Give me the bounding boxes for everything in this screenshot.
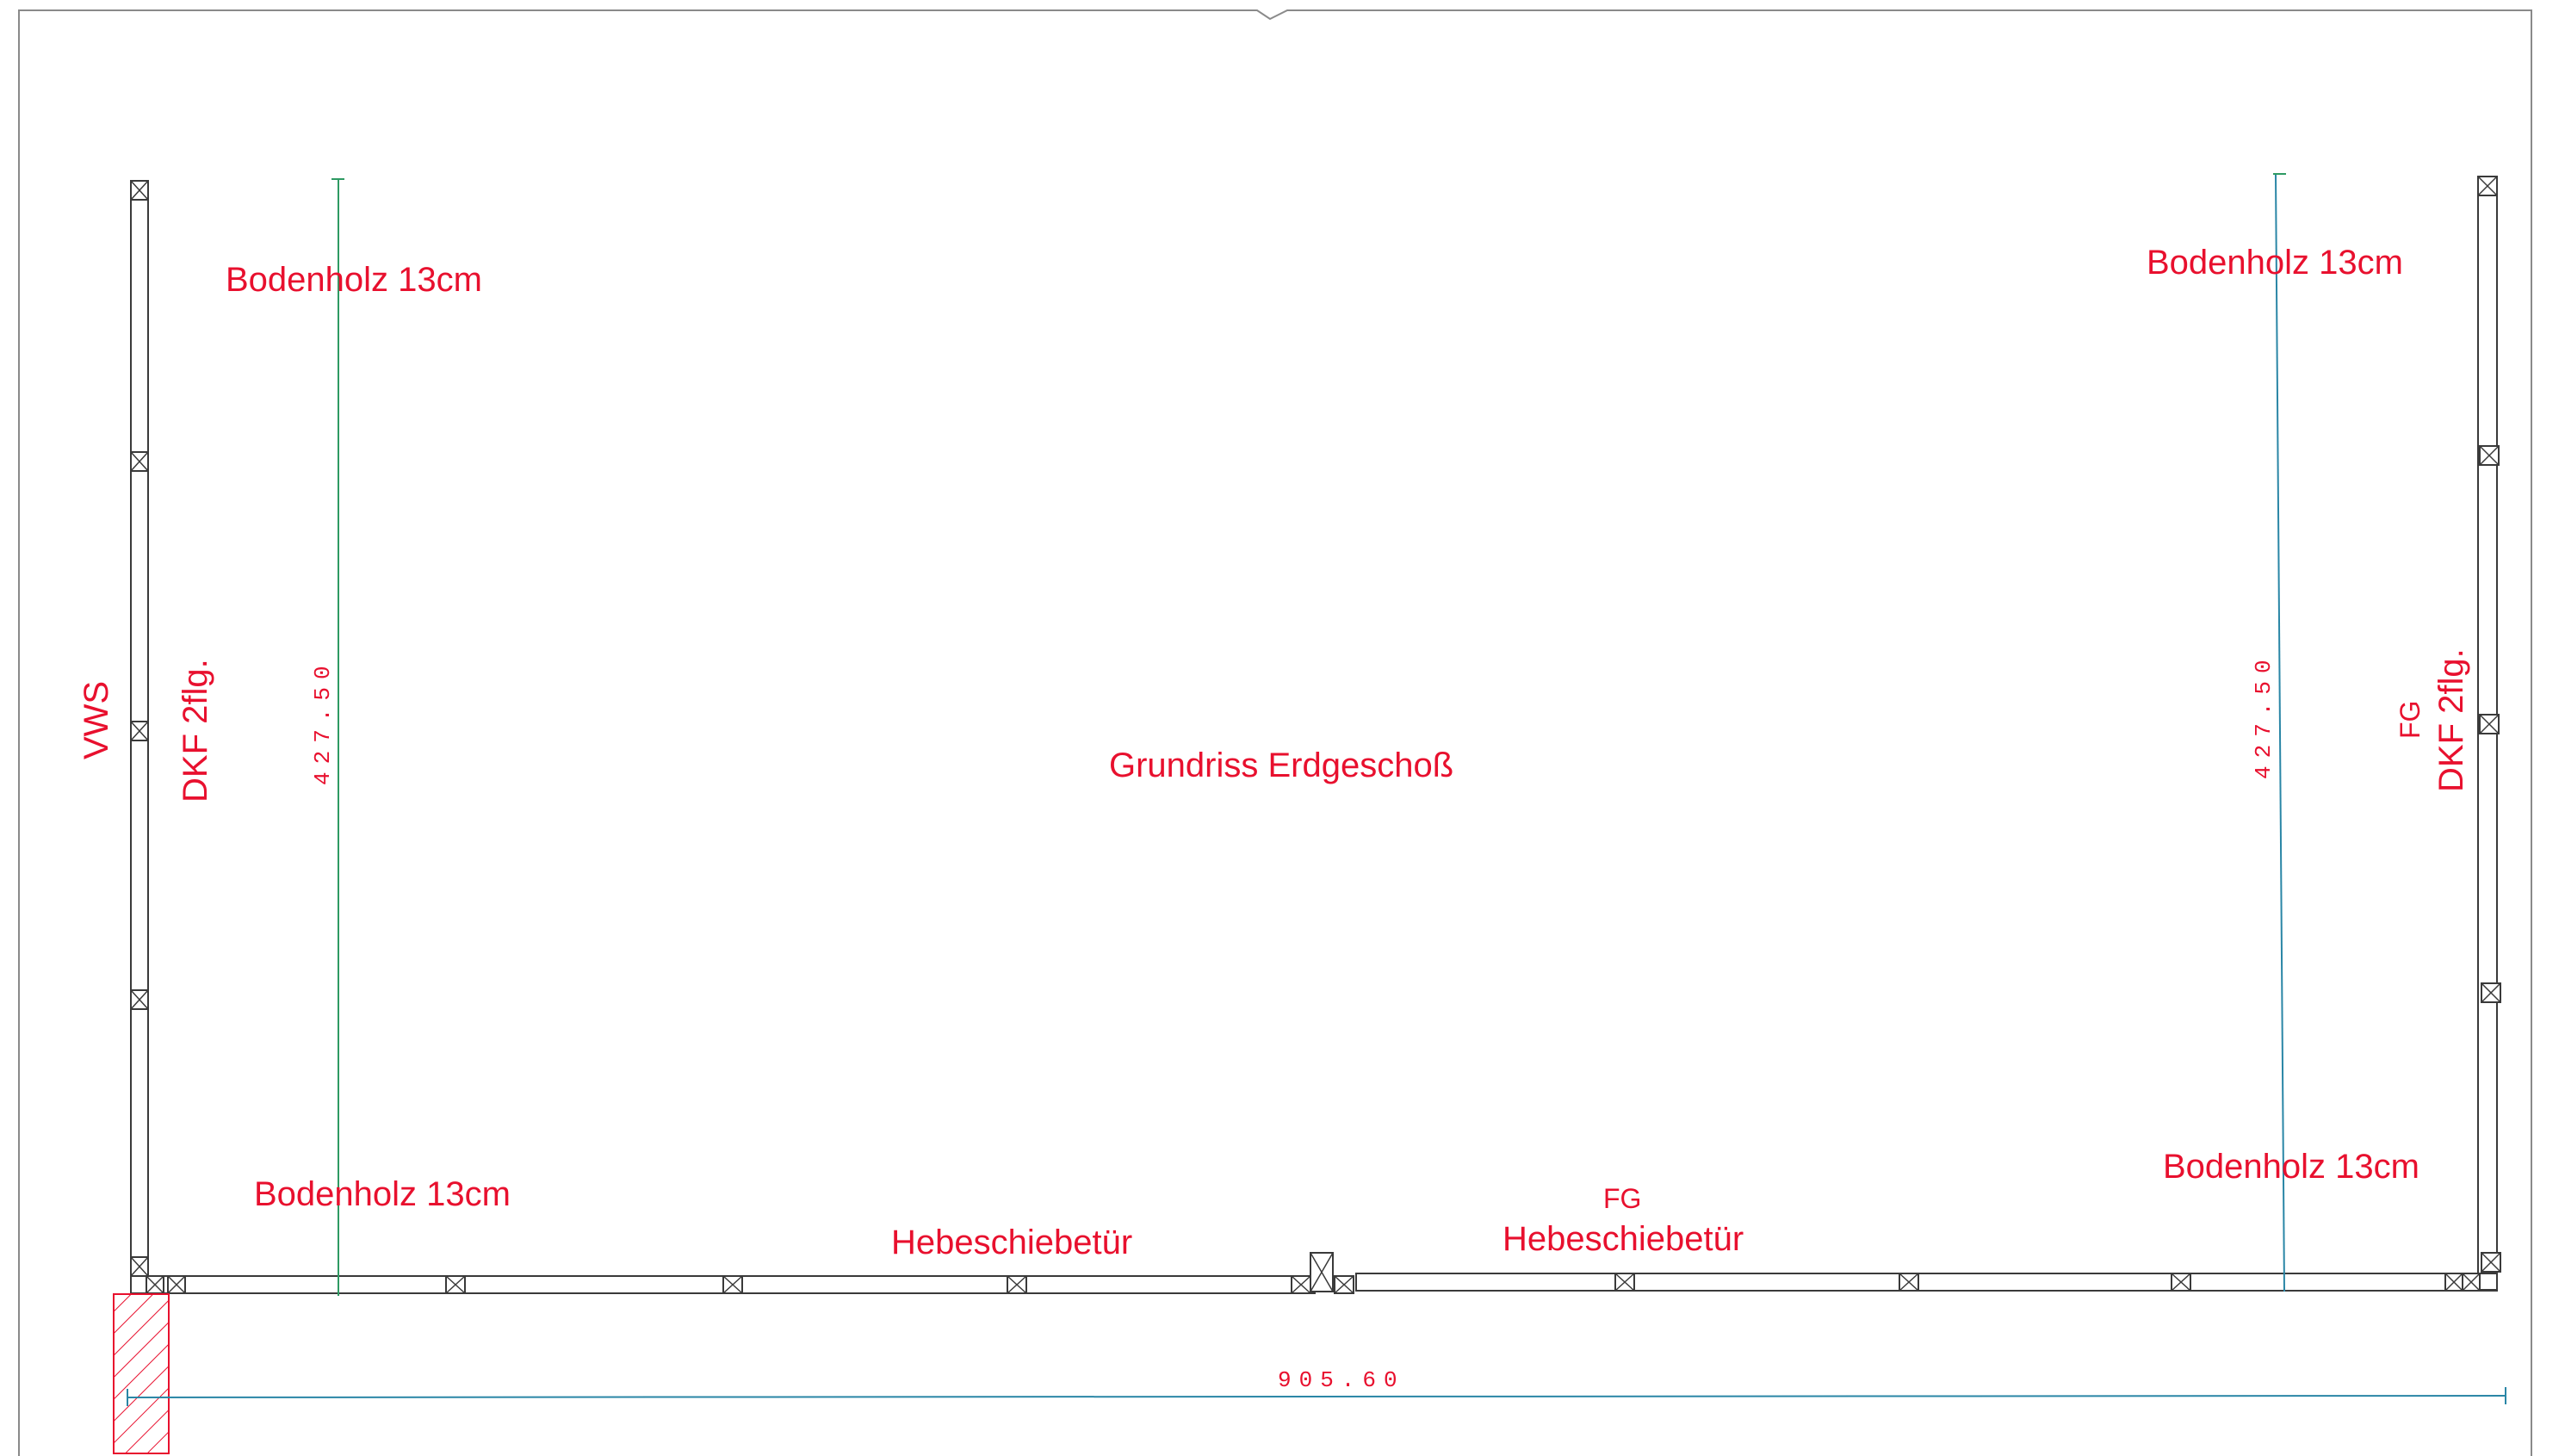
floor-label-bottom-right: Bodenholz 13cm xyxy=(2163,1148,2419,1186)
floor-label-top-left: Bodenholz 13cm xyxy=(226,261,482,299)
wall-post xyxy=(1007,1275,1027,1294)
right-height-dimension: 427.50 xyxy=(2251,652,2277,779)
wall-post xyxy=(2477,176,2498,196)
wall-post xyxy=(130,1256,149,1277)
right-wall-window-label: DKF 2flg. xyxy=(2432,648,2470,792)
wall-post xyxy=(130,721,149,741)
left-height-dimension: 427.50 xyxy=(310,658,336,785)
plan-title: Grundriss Erdgeschoß xyxy=(1109,747,1453,784)
wall-post xyxy=(2481,982,2501,1003)
wall-post xyxy=(130,989,149,1010)
wall-post xyxy=(130,451,149,472)
floor-label-top-right: Bodenholz 13cm xyxy=(2147,244,2403,282)
bottom-width-dimension: 905.60 xyxy=(1278,1367,1405,1393)
wall-post xyxy=(167,1275,186,1294)
floor-label-bottom-left: Bodenholz 13cm xyxy=(254,1175,511,1213)
door-label-left: Hebeschiebetür xyxy=(891,1224,1132,1261)
door-label-right-fg: FG xyxy=(1603,1183,1641,1214)
right-height-dimension-line xyxy=(2275,173,2285,1292)
bottom-width-dimension-line xyxy=(127,1395,2506,1398)
hatched-foundation xyxy=(113,1293,170,1454)
wall-post xyxy=(2481,1252,2501,1273)
wall-post xyxy=(2479,714,2500,734)
wall-post xyxy=(2479,445,2500,466)
door-label-right: Hebeschiebetür xyxy=(1502,1220,1744,1258)
left-wall-window-label: DKF 2flg. xyxy=(177,659,214,802)
wall-post xyxy=(2171,1273,2191,1292)
center-post xyxy=(1310,1252,1334,1292)
wall-posts xyxy=(130,176,2501,1294)
right-wall-fg-label: FG xyxy=(2395,701,2426,739)
bottom-wall-right xyxy=(1355,1273,2498,1292)
wall-post xyxy=(130,180,149,201)
wall-post xyxy=(1899,1273,1919,1292)
paper-frame xyxy=(18,9,2532,1456)
wall-post xyxy=(1291,1275,1311,1294)
left-wall-vws-label: VWS xyxy=(77,681,115,759)
wall-post xyxy=(445,1275,466,1294)
wall-post xyxy=(146,1275,164,1294)
wall-post xyxy=(2444,1273,2463,1292)
wall-post xyxy=(1614,1273,1635,1292)
wall-post xyxy=(2462,1273,2481,1292)
wall-post xyxy=(722,1275,743,1294)
wall-post xyxy=(1334,1275,1354,1294)
